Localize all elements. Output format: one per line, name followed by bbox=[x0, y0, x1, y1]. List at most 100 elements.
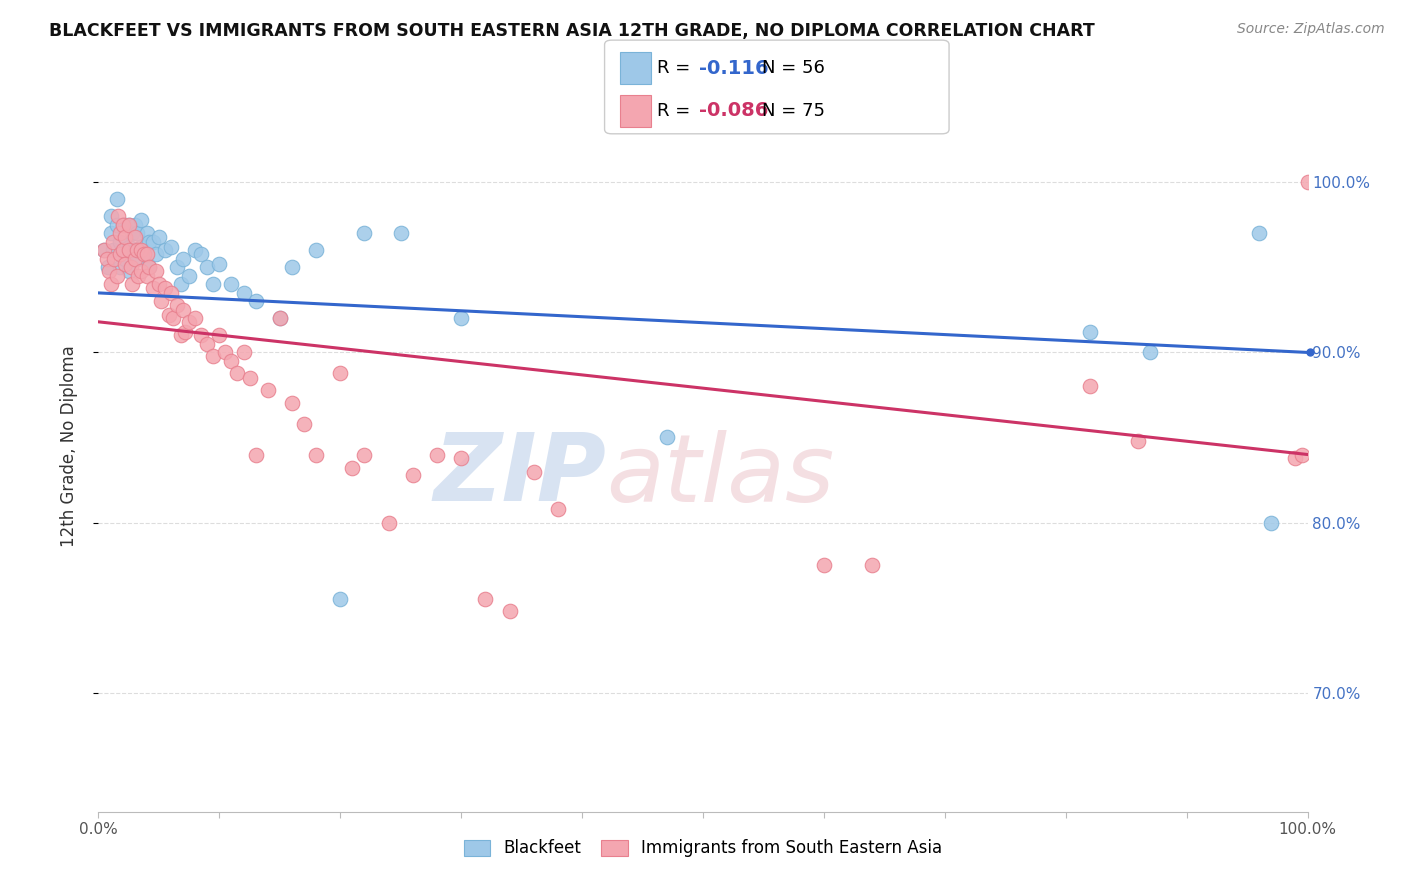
Point bbox=[245, 294, 267, 309]
Point bbox=[523, 465, 546, 479]
Point bbox=[1291, 448, 1313, 462]
Point bbox=[142, 281, 165, 295]
Point bbox=[148, 277, 170, 292]
Text: N = 56: N = 56 bbox=[762, 60, 825, 78]
Point bbox=[169, 328, 191, 343]
Point bbox=[389, 227, 412, 241]
Point bbox=[134, 247, 156, 261]
Point bbox=[190, 328, 212, 343]
Point bbox=[426, 448, 449, 462]
Point bbox=[114, 252, 136, 266]
Point bbox=[127, 244, 149, 258]
Point bbox=[353, 227, 375, 241]
Point bbox=[124, 218, 146, 232]
Point bbox=[118, 264, 141, 278]
Point bbox=[162, 311, 184, 326]
Point bbox=[135, 247, 157, 261]
Point bbox=[166, 298, 188, 312]
Point bbox=[101, 244, 124, 258]
Point bbox=[138, 260, 160, 275]
Point bbox=[129, 244, 152, 258]
Point bbox=[101, 235, 124, 249]
Point bbox=[96, 252, 118, 266]
Point bbox=[221, 277, 243, 292]
Point bbox=[93, 244, 115, 258]
Point bbox=[160, 285, 183, 300]
Point bbox=[108, 247, 131, 261]
Point bbox=[111, 244, 134, 258]
Point bbox=[174, 325, 197, 339]
Point bbox=[179, 315, 201, 329]
Point bbox=[166, 260, 188, 275]
Point bbox=[100, 210, 122, 224]
Point bbox=[305, 448, 328, 462]
Y-axis label: 12th Grade, No Diploma: 12th Grade, No Diploma bbox=[59, 345, 77, 547]
Point bbox=[329, 366, 352, 380]
Point bbox=[1078, 325, 1101, 339]
Point bbox=[226, 366, 249, 380]
Point bbox=[342, 461, 364, 475]
Point bbox=[148, 229, 170, 244]
Point bbox=[179, 268, 201, 283]
Point bbox=[145, 247, 167, 261]
Point bbox=[127, 252, 149, 266]
Point bbox=[103, 252, 125, 266]
Point bbox=[127, 227, 149, 241]
Point bbox=[118, 244, 141, 258]
Point bbox=[1284, 450, 1306, 465]
Point bbox=[142, 235, 165, 249]
Point bbox=[124, 252, 146, 266]
Point bbox=[129, 264, 152, 278]
Point bbox=[114, 218, 136, 232]
Point bbox=[121, 277, 143, 292]
Point bbox=[1128, 434, 1150, 448]
Point bbox=[169, 277, 191, 292]
Point bbox=[100, 277, 122, 292]
Text: R =: R = bbox=[657, 60, 696, 78]
Point bbox=[111, 218, 134, 232]
Point bbox=[256, 383, 278, 397]
Point bbox=[153, 281, 176, 295]
Point bbox=[108, 227, 131, 241]
Point bbox=[292, 417, 315, 431]
Point bbox=[547, 502, 569, 516]
Point bbox=[121, 227, 143, 241]
Point bbox=[138, 235, 160, 249]
Point bbox=[232, 285, 254, 300]
Point bbox=[195, 260, 218, 275]
Point bbox=[134, 247, 156, 261]
Point bbox=[202, 277, 225, 292]
Point bbox=[118, 240, 141, 254]
Point bbox=[108, 260, 131, 275]
Point bbox=[281, 260, 304, 275]
Point bbox=[124, 244, 146, 258]
Point bbox=[450, 311, 472, 326]
Point bbox=[172, 252, 194, 266]
Text: ZIP: ZIP bbox=[433, 429, 606, 521]
Point bbox=[269, 311, 291, 326]
Text: R =: R = bbox=[657, 102, 696, 120]
Point bbox=[93, 244, 115, 258]
Point bbox=[105, 218, 128, 232]
Point bbox=[114, 257, 136, 271]
Point bbox=[281, 396, 304, 410]
Point bbox=[157, 308, 180, 322]
Point bbox=[208, 328, 231, 343]
Point bbox=[150, 294, 173, 309]
Point bbox=[655, 430, 678, 444]
Point bbox=[153, 244, 176, 258]
Point bbox=[202, 349, 225, 363]
Point bbox=[813, 558, 835, 572]
Point bbox=[329, 592, 352, 607]
Point bbox=[208, 257, 231, 271]
Point bbox=[232, 345, 254, 359]
Text: atlas: atlas bbox=[606, 430, 835, 521]
Point bbox=[214, 345, 236, 359]
Point bbox=[111, 244, 134, 258]
Point bbox=[1260, 516, 1282, 530]
Point bbox=[239, 371, 262, 385]
Point bbox=[98, 264, 121, 278]
Point bbox=[190, 247, 212, 261]
Point bbox=[127, 268, 149, 283]
Point bbox=[860, 558, 883, 572]
